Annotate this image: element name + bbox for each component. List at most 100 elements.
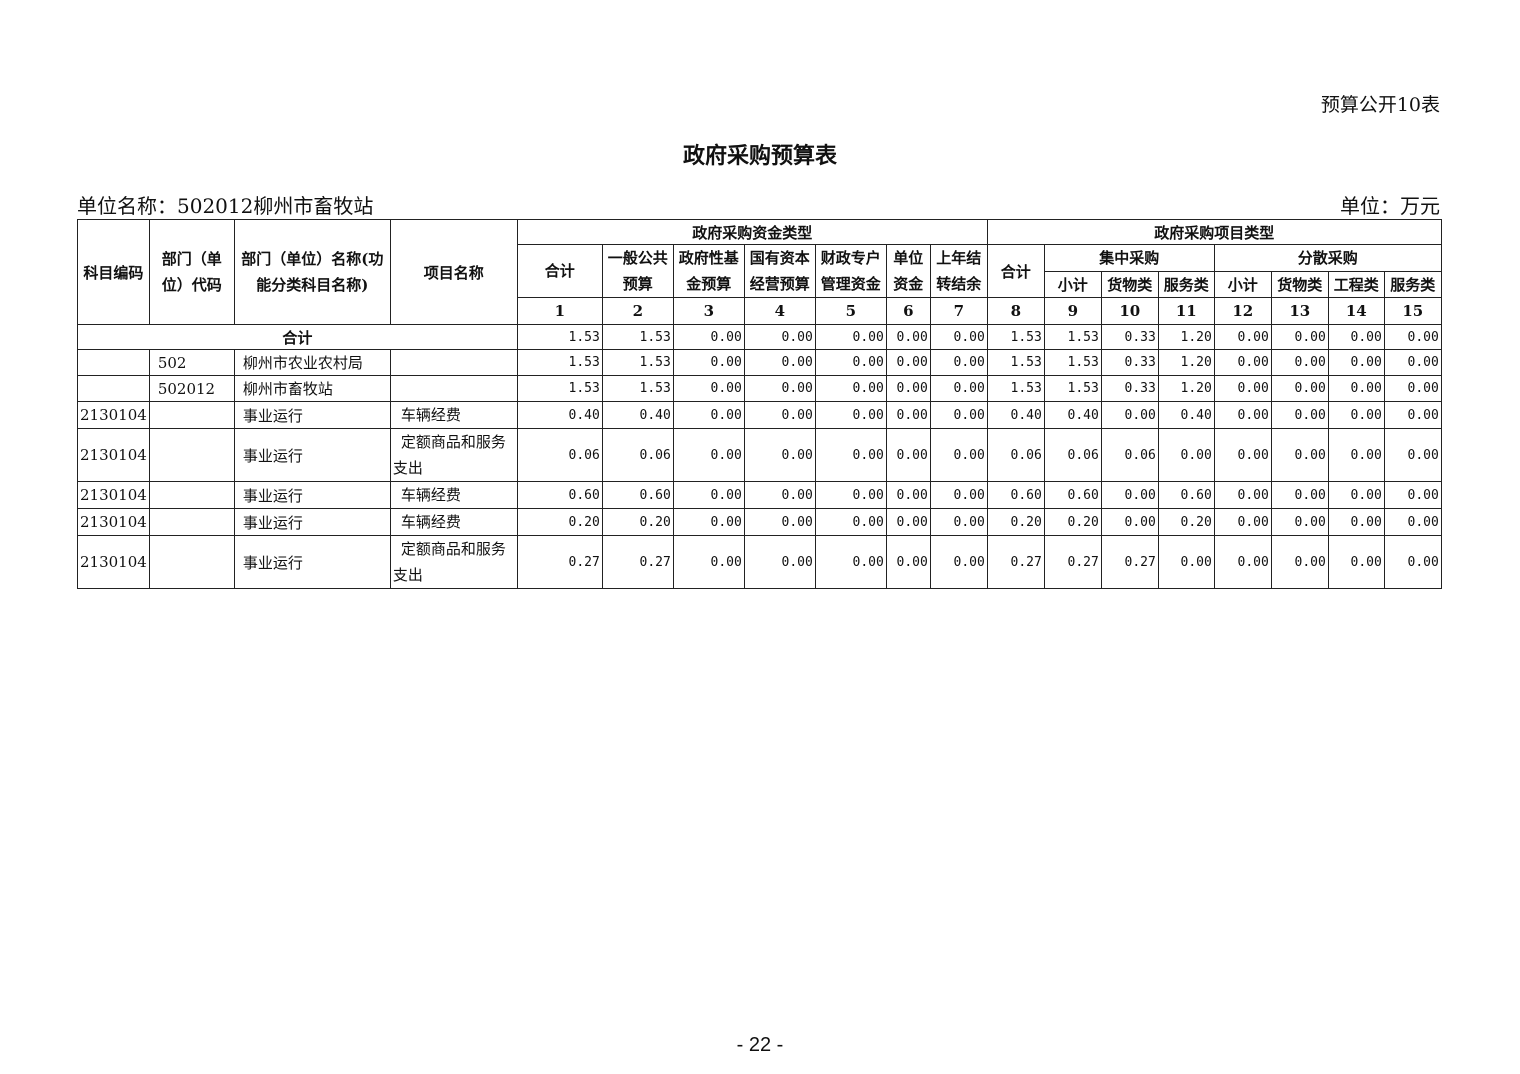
- cell-value: 1.53: [601, 349, 674, 376]
- header-fund-type: 政府采购资金类型: [516, 219, 988, 245]
- cell-value: 0.00: [1213, 508, 1272, 536]
- cell-value: 0.00: [814, 508, 887, 536]
- total-value: 0.00: [814, 324, 887, 350]
- header-fund-col: 单位资金: [885, 244, 931, 298]
- cell-value: 0.60: [516, 481, 603, 509]
- total-value: 0.00: [1213, 324, 1272, 350]
- total-value: 1.20: [1157, 324, 1215, 350]
- cell-value: 0.00: [1383, 428, 1442, 482]
- table-row: 2130104 事业运行 车辆经费 0.40 0.40 0.00 0.00 0.00 0.00 0…: [77, 401, 1442, 429]
- cell-value: 0.00: [929, 401, 988, 429]
- total-value: 0.00: [1383, 324, 1442, 350]
- cell-value: 0.00: [1270, 535, 1329, 589]
- cell-value: 0.00: [885, 508, 931, 536]
- table-row: 2130104 事业运行 定额商品和服务支出 0.06 0.06 0.00 0.00 0.00…: [77, 428, 1442, 482]
- header-dispersed-col: 工程类: [1327, 270, 1385, 298]
- cell-dept-name: 柳州市农业农村局: [233, 349, 391, 376]
- cell-dept-code: [148, 428, 235, 482]
- cell-value: 0.06: [1100, 428, 1159, 482]
- header-fund-col: 国有资本经营预算: [743, 244, 816, 298]
- total-label: 合计: [77, 324, 518, 350]
- cell-value: 1.53: [516, 375, 603, 402]
- header-col-number: 12: [1213, 297, 1272, 325]
- cell-value: 0.60: [601, 481, 674, 509]
- cell-code: 2130104: [77, 481, 150, 509]
- header-central-col: 货物类: [1100, 270, 1159, 298]
- cell-value: 0.00: [1157, 428, 1215, 482]
- header-project-type: 政府采购项目类型: [986, 219, 1442, 245]
- cell-dept-code: [148, 401, 235, 429]
- cell-value: 0.00: [1327, 508, 1385, 536]
- header-col-number: 10: [1100, 297, 1159, 325]
- cell-dept-name: 事业运行: [233, 508, 391, 536]
- header-col-number: 1: [516, 297, 603, 325]
- cell-value: 0.00: [1327, 481, 1385, 509]
- cell-value: 0.00: [1327, 428, 1385, 482]
- cell-value: 0.00: [885, 401, 931, 429]
- cell-value: 0.00: [1213, 349, 1272, 376]
- header-dept-name: 部门（单位）名称(功能分类科目名称): [233, 219, 391, 325]
- cell-dept-name: 事业运行: [233, 535, 391, 589]
- cell-dept-code: [148, 481, 235, 509]
- cell-value: 0.40: [986, 401, 1045, 429]
- cell-project: [389, 349, 518, 376]
- header-fund-col: 财政专户管理资金: [814, 244, 887, 298]
- cell-value: 0.00: [672, 428, 745, 482]
- header-dispersed: 分散采购: [1213, 244, 1442, 272]
- cell-value: 0.00: [814, 349, 887, 376]
- cell-value: 0.06: [986, 428, 1045, 482]
- header-col-number: 14: [1327, 297, 1385, 325]
- cell-value: 0.00: [1383, 349, 1442, 376]
- cell-value: 0.00: [743, 428, 816, 482]
- cell-value: 0.40: [516, 401, 603, 429]
- cell-project: 车辆经费: [389, 401, 518, 429]
- cell-value: 0.00: [743, 508, 816, 536]
- header-col-number: 3: [672, 297, 745, 325]
- total-value: 0.00: [672, 324, 745, 350]
- cell-value: 0.20: [1157, 508, 1215, 536]
- cell-value: 0.00: [929, 349, 988, 376]
- table-row: 502012 柳州市畜牧站 1.53 1.53 0.00 0.00 0.00 0.00 0.00…: [77, 375, 1442, 402]
- cell-value: 0.27: [516, 535, 603, 589]
- cell-value: 0.27: [986, 535, 1045, 589]
- cell-code: 2130104: [77, 401, 150, 429]
- cell-value: 0.00: [672, 349, 745, 376]
- cell-value: 0.00: [743, 535, 816, 589]
- cell-value: 1.53: [986, 349, 1045, 376]
- cell-dept-code: [148, 508, 235, 536]
- cell-value: 0.00: [1327, 349, 1385, 376]
- header-col-number: 9: [1043, 297, 1102, 325]
- cell-value: 0.00: [1270, 428, 1329, 482]
- total-value: 1.53: [1043, 324, 1102, 350]
- header-project: 项目名称: [389, 219, 518, 325]
- cell-value: 0.00: [929, 481, 988, 509]
- cell-value: 0.06: [1043, 428, 1102, 482]
- cell-value: 0.60: [1043, 481, 1102, 509]
- cell-value: 0.00: [672, 535, 745, 589]
- cell-project: 定额商品和服务支出: [389, 535, 518, 589]
- cell-value: 0.00: [814, 401, 887, 429]
- total-value: 1.53: [516, 324, 603, 350]
- header-dispersed-col: 服务类: [1383, 270, 1442, 298]
- cell-value: 0.00: [1270, 375, 1329, 402]
- cell-value: 0.00: [814, 535, 887, 589]
- cell-value: 0.00: [814, 481, 887, 509]
- cell-value: 0.00: [743, 349, 816, 376]
- total-value: 0.00: [885, 324, 931, 350]
- cell-project: [389, 375, 518, 402]
- header-fund-col: 政府性基金预算: [672, 244, 745, 298]
- cell-dept-code: 502: [148, 349, 235, 376]
- cell-value: 0.00: [1270, 508, 1329, 536]
- cell-value: 0.06: [601, 428, 674, 482]
- cell-value: 0.00: [814, 428, 887, 482]
- currency-unit: 单位：万元: [1340, 194, 1440, 218]
- cell-value: 1.53: [1043, 375, 1102, 402]
- cell-value: 0.60: [986, 481, 1045, 509]
- header-dispersed-col: 货物类: [1270, 270, 1329, 298]
- cell-value: 0.27: [1043, 535, 1102, 589]
- total-value: 1.53: [986, 324, 1045, 350]
- header-central-col: 服务类: [1157, 270, 1215, 298]
- table-row: 2130104 事业运行 车辆经费 0.20 0.20 0.00 0.00 0.00 0.00 0…: [77, 508, 1442, 536]
- cell-value: 0.00: [1383, 401, 1442, 429]
